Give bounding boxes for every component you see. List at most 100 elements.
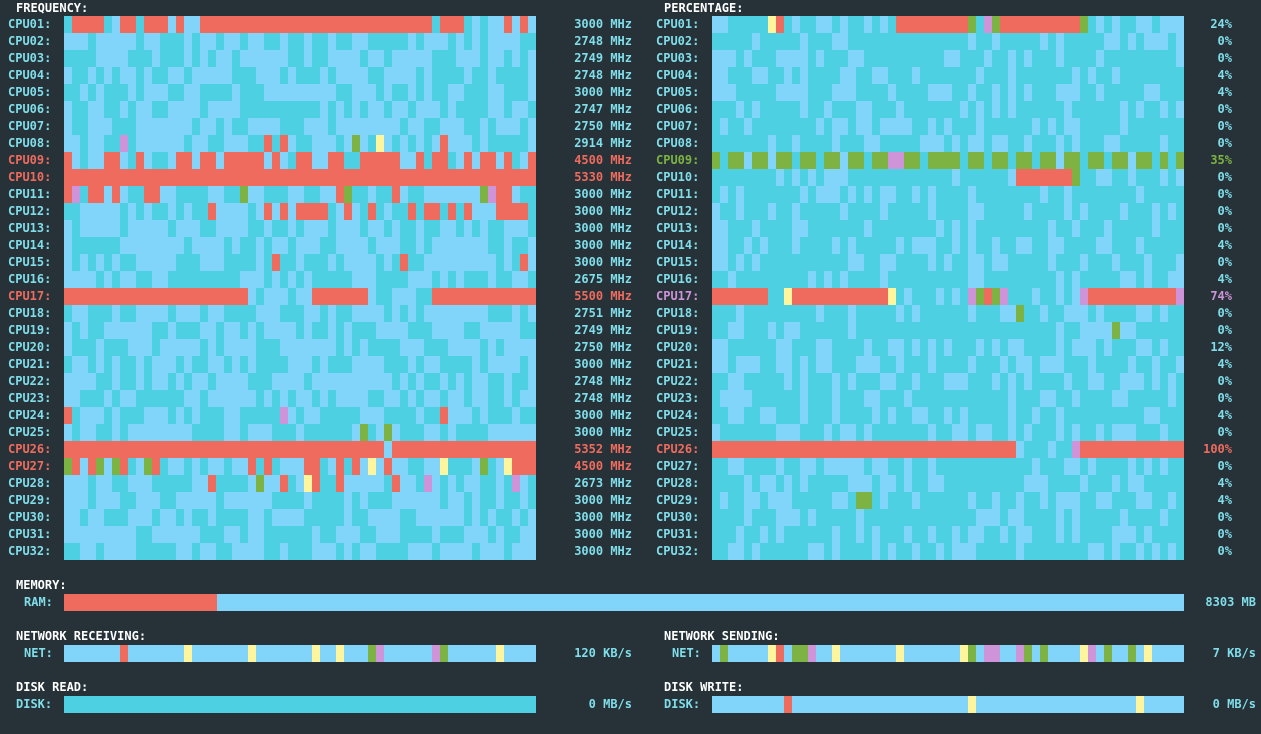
history-cell (1096, 152, 1104, 169)
history-cell (296, 526, 304, 543)
history-cell (256, 526, 264, 543)
history-cell (256, 33, 264, 50)
history-cell (960, 356, 968, 373)
history-cell (1000, 441, 1008, 458)
history-cell (1128, 169, 1136, 186)
history-cell (1136, 33, 1144, 50)
history-cell (968, 407, 976, 424)
history-cell (496, 169, 504, 186)
history-cell (288, 305, 296, 322)
history-cell (432, 543, 440, 560)
history-cell (152, 203, 160, 220)
history-cell (800, 339, 808, 356)
history-cell (144, 271, 152, 288)
history-cell (64, 373, 72, 390)
history-cell (880, 237, 888, 254)
history-cell (384, 237, 392, 254)
history-cell (264, 509, 272, 526)
history-cell (1056, 305, 1064, 322)
history-cell (840, 237, 848, 254)
history-cell (368, 237, 376, 254)
history-cell (152, 271, 160, 288)
history-cell (952, 101, 960, 118)
history-cell (288, 50, 296, 67)
history-cell (1008, 101, 1016, 118)
history-cell (984, 84, 992, 101)
history-cell (1160, 458, 1168, 475)
history-cell (288, 254, 296, 271)
history-cell (72, 271, 80, 288)
history-cell (360, 84, 368, 101)
history-cell (1032, 101, 1040, 118)
history-cell (392, 509, 400, 526)
history-cell (192, 458, 200, 475)
history-cell (232, 356, 240, 373)
history-cell (864, 441, 872, 458)
history-cell (240, 288, 248, 305)
history-cell (1152, 356, 1160, 373)
history-cell (528, 152, 536, 169)
history-cell (528, 220, 536, 237)
history-cell (1056, 118, 1064, 135)
history-cell (736, 152, 744, 169)
history-cell (1152, 322, 1160, 339)
history-cell (760, 458, 768, 475)
history-cell (232, 50, 240, 67)
history-cell (1040, 237, 1048, 254)
history-cell (472, 288, 480, 305)
history-cell (856, 339, 864, 356)
history-cell (320, 186, 328, 203)
percentage-row-label: CPU12: (656, 204, 700, 218)
history-cell (760, 16, 768, 33)
history-cell (400, 373, 408, 390)
history-cell (1104, 101, 1112, 118)
history-cell (1112, 509, 1120, 526)
history-cell (1056, 322, 1064, 339)
history-cell (96, 101, 104, 118)
history-cell (1168, 322, 1176, 339)
history-cell (904, 16, 912, 33)
history-cell (304, 50, 312, 67)
history-cell (360, 50, 368, 67)
history-cell (1008, 237, 1016, 254)
history-cell (792, 84, 800, 101)
history-cell (344, 543, 352, 560)
history-cell (792, 441, 800, 458)
history-cell (304, 118, 312, 135)
history-cell (864, 543, 872, 560)
history-cell (984, 118, 992, 135)
history-cell (520, 492, 528, 509)
history-cell (744, 373, 752, 390)
history-cell (1080, 305, 1088, 322)
history-cell (480, 356, 488, 373)
history-cell (408, 305, 416, 322)
history-cell (824, 492, 832, 509)
history-cell (776, 407, 784, 424)
history-cell (776, 101, 784, 118)
history-cell (128, 220, 136, 237)
history-cell (144, 492, 152, 509)
frequency-row-label: CPU03: (8, 51, 52, 65)
history-cell (472, 543, 480, 560)
history-cell (496, 67, 504, 84)
history-cell (1016, 390, 1024, 407)
history-cell (184, 237, 192, 254)
cpu-history-row (64, 152, 536, 169)
history-cell (280, 271, 288, 288)
history-cell (976, 67, 984, 84)
history-cell (496, 237, 504, 254)
history-cell (968, 492, 976, 509)
history-cell (400, 237, 408, 254)
history-cell (168, 101, 176, 118)
percentage-row-value: 100% (1203, 442, 1232, 456)
history-cell (440, 424, 448, 441)
history-cell (864, 118, 872, 135)
history-cell (1064, 84, 1072, 101)
history-cell (368, 390, 376, 407)
history-cell (208, 390, 216, 407)
history-cell (1144, 152, 1152, 169)
history-cell (440, 509, 448, 526)
history-cell (312, 339, 320, 356)
history-cell (736, 543, 744, 560)
history-cell (720, 288, 728, 305)
